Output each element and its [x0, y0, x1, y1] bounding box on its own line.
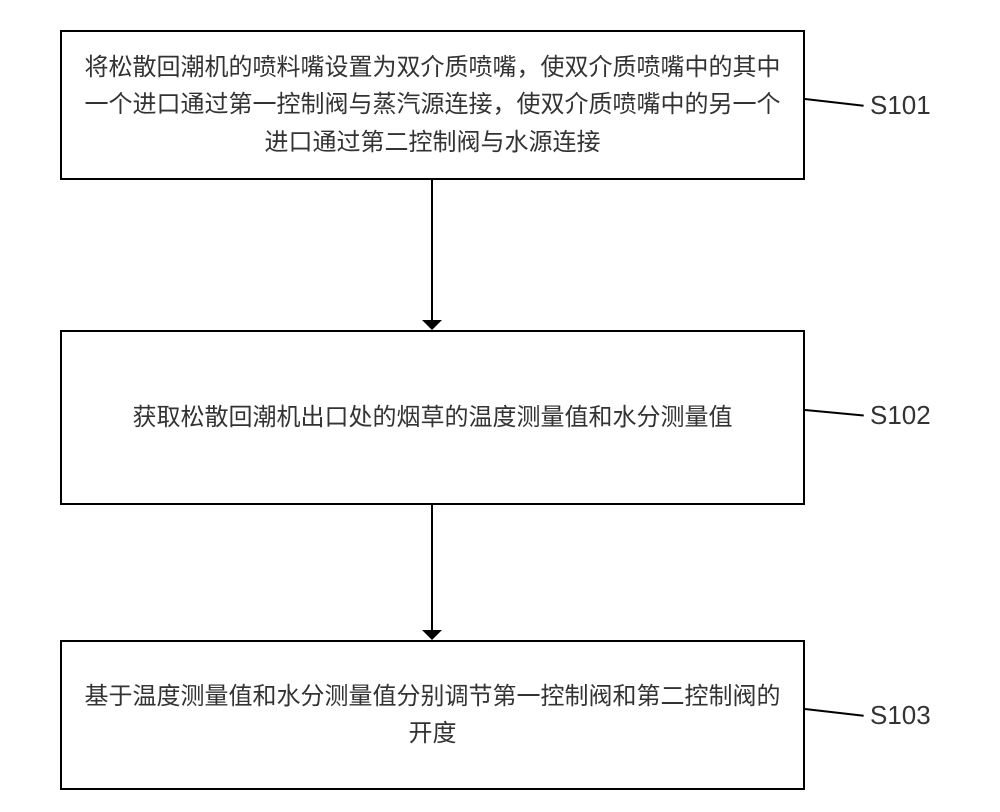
step-label-s102: S102	[870, 400, 931, 431]
arrowhead	[422, 630, 442, 640]
connector-s102-s103	[431, 505, 433, 630]
connector-s101-s102	[431, 180, 433, 320]
flowchart-canvas: 将松散回潮机的喷料嘴设置为双介质喷嘴，使双介质喷嘴中的其中一个进口通过第一控制阀…	[0, 0, 1000, 812]
leader-line	[805, 409, 864, 417]
flow-node-s103: 基于温度测量值和水分测量值分别调节第一控制阀和第二控制阀的开度	[60, 640, 805, 790]
arrowhead	[422, 320, 442, 330]
flow-node-s101: 将松散回潮机的喷料嘴设置为双介质喷嘴，使双介质喷嘴中的其中一个进口通过第一控制阀…	[60, 30, 805, 180]
step-label-s103: S103	[870, 700, 931, 731]
flow-node-text: 将松散回潮机的喷料嘴设置为双介质喷嘴，使双介质喷嘴中的其中一个进口通过第一控制阀…	[78, 49, 787, 161]
flow-node-text: 基于温度测量值和水分测量值分别调节第一控制阀和第二控制阀的开度	[78, 678, 787, 752]
leader-line	[805, 708, 864, 717]
leader-line	[805, 98, 864, 107]
flow-node-text: 获取松散回潮机出口处的烟草的温度测量值和水分测量值	[133, 399, 733, 436]
flow-node-s102: 获取松散回潮机出口处的烟草的温度测量值和水分测量值	[60, 330, 805, 505]
step-label-s101: S101	[870, 90, 931, 121]
